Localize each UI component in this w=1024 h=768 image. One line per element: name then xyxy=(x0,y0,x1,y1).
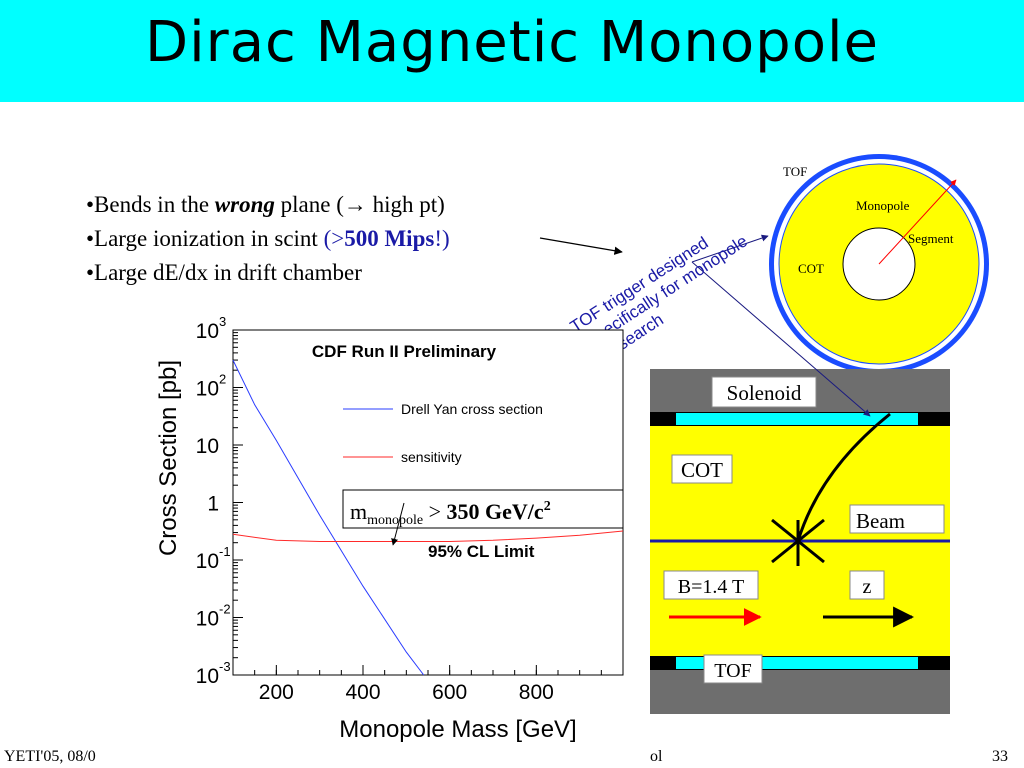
y-tick-label: 10 xyxy=(196,320,219,343)
bullet-1-tail: high pt) xyxy=(366,192,445,217)
page-title: Dirac Magnetic Monopole xyxy=(145,10,879,75)
bullet-1-text-2: plane ( xyxy=(274,192,344,217)
side-label-beam: Beam xyxy=(856,509,905,533)
y-tick-label: 10 xyxy=(196,435,219,458)
legend-label-drell-yan: Drell Yan cross section xyxy=(401,401,543,417)
bullet-1-text: •Bends in the xyxy=(86,192,215,217)
tof-ring-arrow xyxy=(691,234,769,263)
y-tick-label: 10 xyxy=(196,665,219,688)
x-tick-label: 800 xyxy=(519,681,554,704)
ring-diagram: TOF Monopole Segment COT xyxy=(769,154,989,374)
ring-label-segment: Segment xyxy=(908,231,954,246)
y-tick-label: 10 xyxy=(196,378,219,401)
y-tick-exponent: -2 xyxy=(219,602,231,617)
x-axis-label: Monopole Mass [GeV] xyxy=(339,716,576,743)
limit-arrow xyxy=(391,502,405,546)
footer-mid: ol xyxy=(650,748,663,765)
bullet-2-hl-close: !) xyxy=(434,226,450,251)
legend-label-sensitivity: sensitivity xyxy=(401,449,462,465)
bullet-3: •Large dE/dx in drift chamber xyxy=(86,256,450,290)
y-tick-exponent: -1 xyxy=(219,544,231,559)
y-axis-label: Cross Section [pb] xyxy=(155,360,182,556)
side-label-cot: COT xyxy=(681,458,723,482)
solenoid-label-box xyxy=(711,376,817,408)
cl-limit-label: 95% CL Limit xyxy=(428,542,535,561)
beam-label-box xyxy=(849,504,945,534)
bullet-3-text: •Large dE/dx in drift chamber xyxy=(86,260,362,285)
vertex-star xyxy=(771,518,825,566)
monopole-track xyxy=(878,179,957,265)
side-label-z: z xyxy=(863,576,872,598)
tof-top xyxy=(676,413,918,425)
y-tick-exponent: 3 xyxy=(219,314,226,329)
x-tick-label: 200 xyxy=(259,681,294,704)
bullet-list: •Bends in the wrong plane (→ high pt) •L… xyxy=(86,188,450,290)
series-line-drell-yan xyxy=(232,359,425,676)
mips-arrow xyxy=(539,237,623,255)
field-label-box xyxy=(663,570,759,600)
side-diagram: Solenoid COT Beam B=1.4 T z TOF xyxy=(650,369,950,714)
z-label-box xyxy=(849,570,885,600)
bullet-2-hl-bold: 500 Mips xyxy=(344,226,435,251)
y-tick-exponent: -3 xyxy=(219,659,231,674)
monopole-trajectory xyxy=(796,412,891,542)
bullet-2: •Large ionization in scint (>500 Mips!) xyxy=(86,222,450,256)
ring-label-tof: TOF xyxy=(783,164,807,179)
side-label-solenoid: Solenoid xyxy=(727,381,802,405)
tof-side-arrow xyxy=(691,261,871,417)
limit-text: mmonopole > 350 GeV/c2 xyxy=(350,499,551,528)
y-tick-label: 10 xyxy=(196,608,219,631)
series-group xyxy=(232,359,624,676)
bullet-1: •Bends in the wrong plane (→ high pt) xyxy=(86,188,450,222)
cot-label-box xyxy=(671,454,733,484)
side-label-field: B=1.4 T xyxy=(678,576,744,598)
tof-label-box xyxy=(703,654,763,684)
ring-label-monopole: Monopole xyxy=(856,198,910,213)
y-tick-exponent: 2 xyxy=(219,372,226,387)
x-tick-label: 400 xyxy=(345,681,380,704)
x-tick-label: 600 xyxy=(432,681,467,704)
y-tick-label: 1 xyxy=(207,493,219,516)
y-tick-label: 10 xyxy=(196,550,219,573)
series-line-sensitivity xyxy=(232,530,624,542)
limit-box xyxy=(342,489,624,529)
bullet-1-emphasis: wrong xyxy=(214,192,275,217)
right-arrow-icon: → xyxy=(343,192,367,217)
page-number: 33 xyxy=(992,748,1008,765)
ring-label-cot: COT xyxy=(798,261,824,276)
title-bar xyxy=(0,0,1024,102)
bullet-2-hl-open: (> xyxy=(323,226,345,251)
chart-title: CDF Run II Preliminary xyxy=(312,342,497,361)
footer-left: YETI'05, 08/0 xyxy=(4,748,96,765)
side-label-tof: TOF xyxy=(714,660,751,682)
bullet-2-text: •Large ionization in scint xyxy=(86,226,324,251)
x-axis-ticks: 200 400 600 800 xyxy=(232,665,602,704)
